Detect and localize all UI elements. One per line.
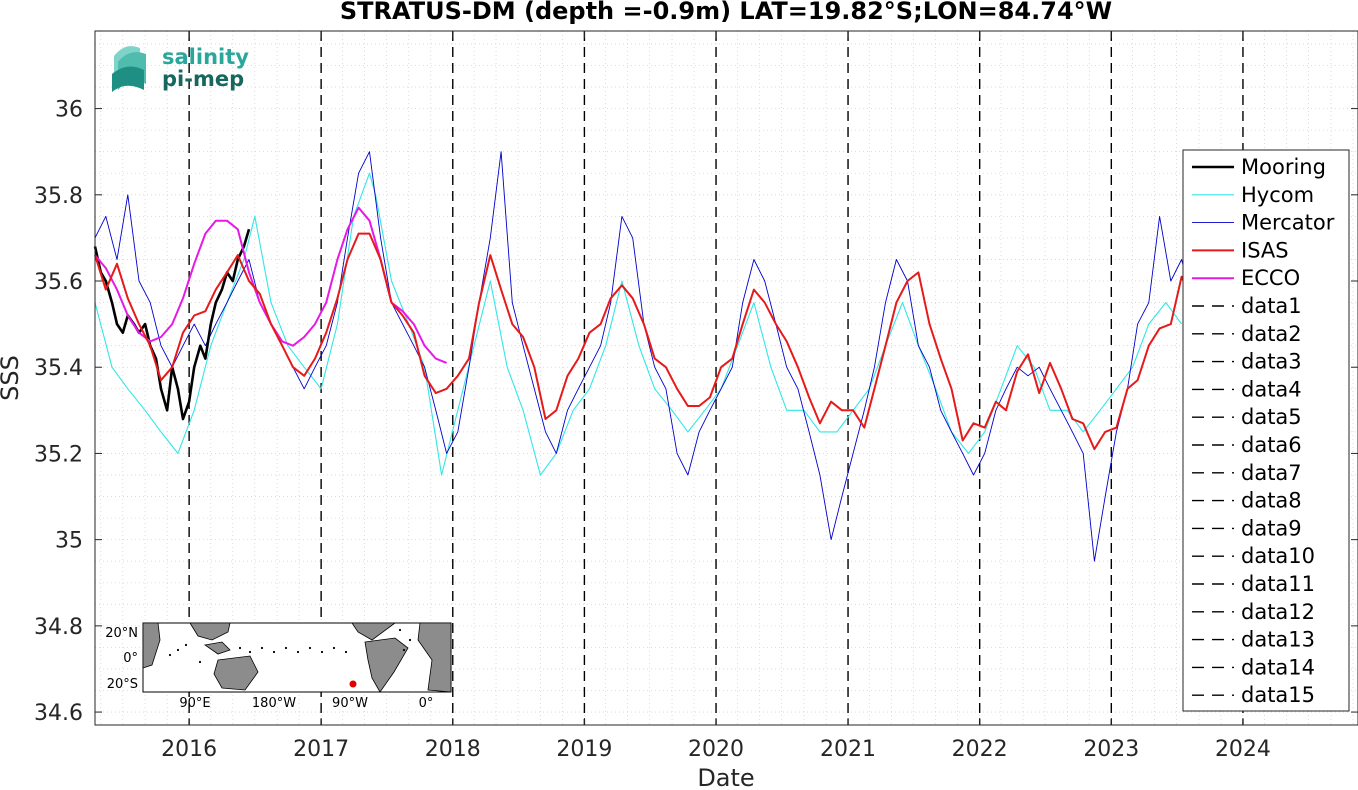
legend-label-data5: data5 — [1241, 405, 1302, 429]
legend-label-hycom: Hycom — [1241, 183, 1314, 207]
x-tick-label: 2024 — [1215, 737, 1271, 762]
legend-label-data14: data14 — [1241, 655, 1315, 679]
inset-land-africa — [142, 622, 161, 669]
legend-label-data15: data15 — [1241, 683, 1315, 707]
inset-map: 20°N 0° 20°S 90°E 180°W 90°W 0° — [105, 622, 452, 711]
inset-lat-label-20s: 20°S — [107, 677, 138, 692]
y-tick-label: 35 — [55, 529, 83, 554]
y-tick-label: 34.6 — [34, 701, 83, 726]
y-tick-label: 35.2 — [34, 442, 83, 467]
inset-lon-label-90w: 90°W — [332, 696, 368, 711]
x-tick-label: 2019 — [556, 737, 612, 762]
x-tick-label: 2021 — [820, 737, 876, 762]
inset-land-central-america — [351, 622, 397, 641]
legend-label-data1: data1 — [1241, 294, 1302, 318]
x-tick-label: 2022 — [952, 737, 1008, 762]
legend-label-data6: data6 — [1241, 433, 1302, 457]
x-tick-label: 2023 — [1083, 737, 1139, 762]
x-tick-label: 2018 — [425, 737, 481, 762]
legend-label-data7: data7 — [1241, 461, 1302, 485]
inset-lon-label-180w: 180°W — [252, 696, 296, 711]
logo-line1: salinity — [162, 45, 249, 69]
legend-label-data13: data13 — [1241, 628, 1315, 652]
series-line-isas — [94, 232, 1200, 451]
inset-lat-label-0: 0° — [123, 651, 138, 666]
x-axis-label: Date — [697, 764, 754, 790]
inset-lon-label-90e: 90°E — [179, 696, 210, 711]
y-axis-label: SSS — [0, 355, 24, 401]
logo-line2: pi-mep — [162, 67, 244, 91]
legend-label-data2: data2 — [1241, 322, 1302, 346]
inset-mooring-dots — [168, 628, 412, 664]
inset-lat-label-20n: 20°N — [105, 626, 138, 641]
legend-label-data9: data9 — [1241, 516, 1302, 540]
legend-label-mercator: Mercator — [1241, 211, 1335, 235]
y-tick-label: 34.8 — [34, 615, 83, 640]
y-tick-label: 36 — [55, 98, 83, 123]
legend-label-isas: ISAS — [1241, 238, 1289, 262]
legend-label-data3: data3 — [1241, 350, 1302, 374]
legend-label-ecco: ECCO — [1241, 266, 1300, 290]
chart-title: STRATUS-DM (depth =-0.9m) LAT=19.82°S;LO… — [340, 0, 1112, 25]
inset-land-south-america — [364, 637, 409, 693]
legend-box — [1182, 149, 1350, 712]
inset-map-frame — [142, 622, 452, 693]
legend-label-data10: data10 — [1241, 544, 1315, 568]
legend-label-data8: data8 — [1241, 489, 1302, 513]
y-tick-label: 35.8 — [34, 184, 83, 209]
inset-land-australia — [213, 655, 259, 691]
inset-land-asia — [189, 622, 231, 641]
series-lines — [93, 151, 1200, 562]
grid — [95, 31, 1358, 725]
y-tick-label: 35.6 — [34, 270, 83, 295]
inset-land-africa-east — [417, 622, 452, 693]
year-marker-lines — [188, 31, 1244, 725]
plot-frame — [94, 30, 1358, 726]
legend-label-data4: data4 — [1241, 377, 1302, 401]
inset-lon-label-0: 0° — [419, 696, 434, 711]
inset-land — [142, 622, 452, 693]
legend-label-data11: data11 — [1241, 572, 1315, 596]
inset-land-indonesia — [203, 641, 231, 655]
logo-wave-front-icon — [112, 66, 144, 92]
x-tick-label: 2016 — [161, 737, 217, 762]
inset-location-marker — [349, 680, 357, 688]
axis-ticks: 34.6 34.8 35 35.2 35.4 35.6 35.8 36 2016 2017 2018… — [34, 31, 1358, 762]
legend: Mooring Hycom Mercator ISAS ECCO data1 data2 da… — [1182, 149, 1350, 712]
series-line-hycom — [94, 172, 1183, 476]
y-tick-label: 35.4 — [34, 356, 83, 381]
x-tick-label: 2017 — [293, 737, 349, 762]
legend-label-data12: data12 — [1241, 600, 1315, 624]
legend-label-mooring: Mooring — [1241, 155, 1326, 179]
x-tick-label: 2020 — [688, 737, 744, 762]
salinity-pi-mep-logo: salinity pi-mep — [112, 45, 249, 92]
